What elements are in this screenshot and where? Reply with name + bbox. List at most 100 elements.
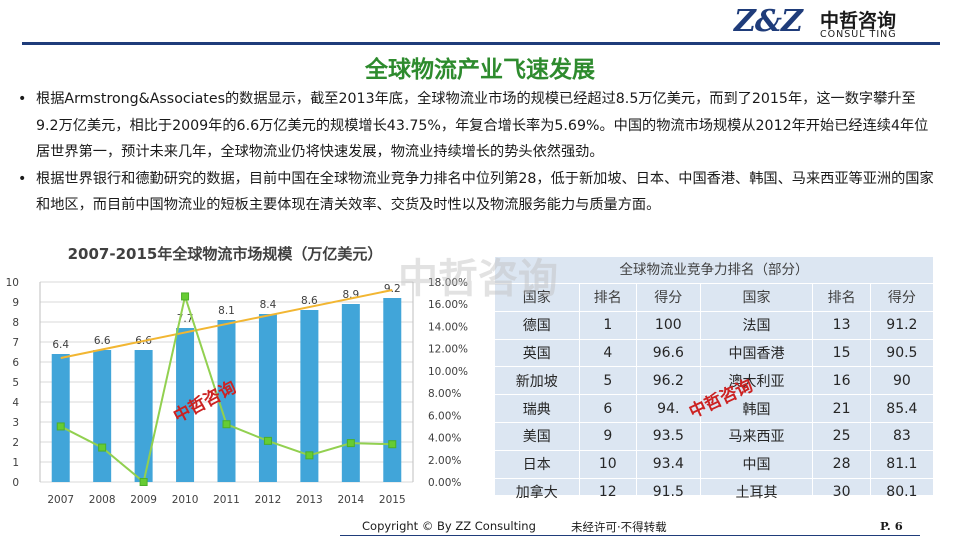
y-tick-label: 2 bbox=[12, 437, 19, 449]
y-tick-label: 10 bbox=[6, 277, 19, 289]
table-cell: 94. bbox=[636, 394, 701, 423]
y-tick-label: 9 bbox=[12, 297, 19, 309]
y2-tick-label: 8.00% bbox=[428, 388, 461, 400]
y-tick-label: 7 bbox=[12, 337, 19, 349]
table-cell: 加拿大 bbox=[495, 477, 580, 506]
bar bbox=[341, 304, 360, 482]
table-cell: 16 bbox=[812, 366, 871, 395]
growth-rate-point bbox=[98, 443, 107, 452]
table-cell: 85.4 bbox=[870, 394, 933, 423]
table-row: 日本 10 93.4 中国 28 81.1 bbox=[495, 449, 933, 479]
table-row: 加拿大 12 91.5 土耳其 30 80.1 bbox=[495, 477, 933, 506]
bar-data-label: 8.1 bbox=[218, 305, 235, 317]
x-tick-label: 2010 bbox=[172, 494, 199, 506]
x-tick-label: 2011 bbox=[213, 494, 240, 506]
table-cell: 96.6 bbox=[636, 338, 701, 367]
bar bbox=[134, 350, 153, 482]
growth-rate-point bbox=[263, 436, 272, 445]
table-row: 德国 1 100 法国 13 91.2 bbox=[495, 310, 933, 340]
bar bbox=[176, 328, 195, 482]
table-row: 瑞典 6 94. 韩国 21 85.4 bbox=[495, 394, 933, 423]
x-tick-label: 2015 bbox=[379, 494, 406, 506]
table-cell: 新加坡 bbox=[495, 366, 580, 395]
table-cell: 91.2 bbox=[870, 310, 933, 340]
bar bbox=[51, 354, 70, 482]
ranking-table-title: 全球物流业竞争力排名（部分） bbox=[619, 262, 809, 278]
chart-title: 2007-2015年全球物流市场规模（万亿美元） bbox=[67, 245, 383, 263]
table-cell: 韩国 bbox=[700, 394, 814, 423]
table-cell: 83 bbox=[870, 421, 933, 451]
footer-copyright: Copyright © By ZZ Consulting bbox=[362, 519, 536, 533]
table-cell: 15 bbox=[812, 338, 871, 367]
y-tick-label: 4 bbox=[12, 397, 19, 409]
table-cell: 瑞典 bbox=[495, 394, 580, 423]
y2-tick-label: 2.00% bbox=[428, 455, 461, 467]
y2-tick-label: 4.00% bbox=[428, 433, 461, 445]
bar bbox=[383, 298, 402, 482]
y-tick-label: 8 bbox=[12, 317, 19, 329]
table-cell: 93.5 bbox=[636, 421, 701, 451]
table-cell: 93.4 bbox=[636, 449, 701, 479]
logo-name-cn: 中哲咨询 bbox=[820, 10, 897, 32]
bullet-list: • 根据Armstrong&Associates的数据显示，截至2013年底，全… bbox=[18, 86, 938, 219]
table-row: 美国 9 93.5 马来西亚 25 83 bbox=[495, 421, 933, 451]
ranking-table: 国家 排名 得分 国家 排名 得分 德国 1 100 法国 13 91.2 英国 4 96.6 中国香港 15 9… bbox=[495, 283, 933, 506]
table-cell: 4 bbox=[579, 338, 637, 367]
table-cell: 28 bbox=[812, 449, 871, 479]
growth-rate-point bbox=[139, 478, 148, 486]
x-tick-label: 2009 bbox=[130, 494, 157, 506]
company-logo: Z&Z 中哲咨询 CONSUL TING bbox=[734, 4, 934, 42]
table-cell: 中国香港 bbox=[700, 338, 814, 367]
bullet-dot: • bbox=[18, 91, 27, 107]
bar-data-label: 9.2 bbox=[384, 283, 401, 295]
logo-mark: Z&Z bbox=[734, 4, 803, 39]
y2-tick-label: 14.00% bbox=[428, 321, 468, 333]
page-title: 全球物流产业飞速发展 bbox=[365, 57, 595, 83]
table-cell: 德国 bbox=[495, 310, 580, 340]
growth-rate-point bbox=[222, 420, 231, 429]
y2-tick-label: 0.00% bbox=[428, 477, 461, 489]
table-cell: 81.1 bbox=[870, 449, 933, 479]
y2-tick-label: 12.00% bbox=[428, 344, 468, 356]
y2-tick-label: 18.00% bbox=[428, 277, 468, 289]
table-cell: 土耳其 bbox=[700, 477, 814, 506]
y-tick-label: 3 bbox=[12, 417, 19, 429]
table-cell: 马来西亚 bbox=[700, 421, 814, 451]
growth-rate-point bbox=[56, 422, 65, 431]
table-header-cell: 排名 bbox=[579, 283, 637, 312]
y-tick-label: 6 bbox=[12, 357, 19, 369]
bar-data-label: 8.6 bbox=[301, 295, 318, 307]
table-cell: 中国 bbox=[700, 449, 814, 479]
table-cell: 6 bbox=[579, 394, 637, 423]
table-cell: 90.5 bbox=[870, 338, 933, 367]
bullet-text: 根据世界银行和德勤研究的数据，目前中国在全球物流业竞争力排名中位列第28，低于新… bbox=[36, 170, 934, 214]
x-tick-label: 2008 bbox=[89, 494, 116, 506]
table-row: 新加坡 5 96.2 澳大利亚 16 90 bbox=[495, 366, 933, 395]
table-cell: 12 bbox=[579, 477, 637, 506]
y2-tick-label: 10.00% bbox=[428, 366, 468, 378]
table-cell: 100 bbox=[636, 310, 701, 340]
table-header-cell: 排名 bbox=[812, 283, 871, 312]
trendline bbox=[60, 289, 393, 359]
bar-data-label: 6.4 bbox=[52, 339, 69, 351]
table-cell: 5 bbox=[579, 366, 637, 395]
growth-rate-point bbox=[181, 292, 190, 301]
y-tick-label: 0 bbox=[12, 477, 19, 489]
table-cell: 美国 bbox=[495, 421, 580, 451]
table-cell: 法国 bbox=[700, 310, 814, 340]
page-number: P. 6 bbox=[880, 519, 903, 533]
table-row: 英国 4 96.6 中国香港 15 90.5 bbox=[495, 338, 933, 367]
bullet-item: • 根据Armstrong&Associates的数据显示，截至2013年底，全… bbox=[18, 86, 938, 166]
table-header-cell: 得分 bbox=[870, 283, 933, 312]
growth-rate-point bbox=[388, 440, 397, 449]
table-cell: 1 bbox=[579, 310, 637, 340]
table-header-cell: 得分 bbox=[636, 283, 701, 312]
bar-data-label: 6.6 bbox=[94, 335, 111, 347]
bar bbox=[258, 314, 277, 482]
footer-rule bbox=[340, 535, 920, 536]
table-header-row: 国家 排名 得分 国家 排名 得分 bbox=[495, 283, 933, 312]
x-tick-label: 2014 bbox=[337, 494, 364, 506]
y-tick-label: 1 bbox=[12, 457, 19, 469]
market-size-chart: 0 1 2 3 4 5 6 7 8 9 10 0.00% 2.00% 4.00% 6.00% 8.00% 10.… bbox=[6, 277, 468, 506]
bar bbox=[300, 310, 319, 482]
